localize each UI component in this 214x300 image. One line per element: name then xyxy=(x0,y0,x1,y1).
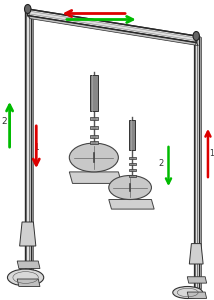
Polygon shape xyxy=(90,117,98,120)
Polygon shape xyxy=(17,279,40,286)
Polygon shape xyxy=(90,126,98,129)
Polygon shape xyxy=(28,16,198,46)
Ellipse shape xyxy=(109,176,152,200)
Polygon shape xyxy=(129,157,136,159)
Polygon shape xyxy=(31,9,33,272)
Circle shape xyxy=(25,4,31,14)
Ellipse shape xyxy=(7,269,44,286)
Polygon shape xyxy=(90,135,98,138)
Polygon shape xyxy=(189,244,203,264)
Polygon shape xyxy=(28,9,196,43)
Polygon shape xyxy=(199,36,201,290)
Polygon shape xyxy=(109,200,154,209)
Text: 2: 2 xyxy=(1,117,7,126)
Polygon shape xyxy=(129,120,135,150)
Ellipse shape xyxy=(173,286,203,298)
Polygon shape xyxy=(25,9,31,270)
Polygon shape xyxy=(17,261,40,268)
Polygon shape xyxy=(187,277,207,283)
Polygon shape xyxy=(90,75,98,111)
Polygon shape xyxy=(129,175,136,177)
Polygon shape xyxy=(20,222,36,246)
Circle shape xyxy=(193,32,199,40)
Polygon shape xyxy=(187,292,207,298)
Text: 1: 1 xyxy=(34,142,40,152)
Polygon shape xyxy=(69,172,122,183)
Polygon shape xyxy=(129,163,136,165)
Text: 2: 2 xyxy=(158,159,164,168)
Polygon shape xyxy=(129,169,136,171)
Ellipse shape xyxy=(69,143,118,172)
Polygon shape xyxy=(90,141,98,144)
Polygon shape xyxy=(194,36,199,288)
Text: 1: 1 xyxy=(209,148,214,158)
